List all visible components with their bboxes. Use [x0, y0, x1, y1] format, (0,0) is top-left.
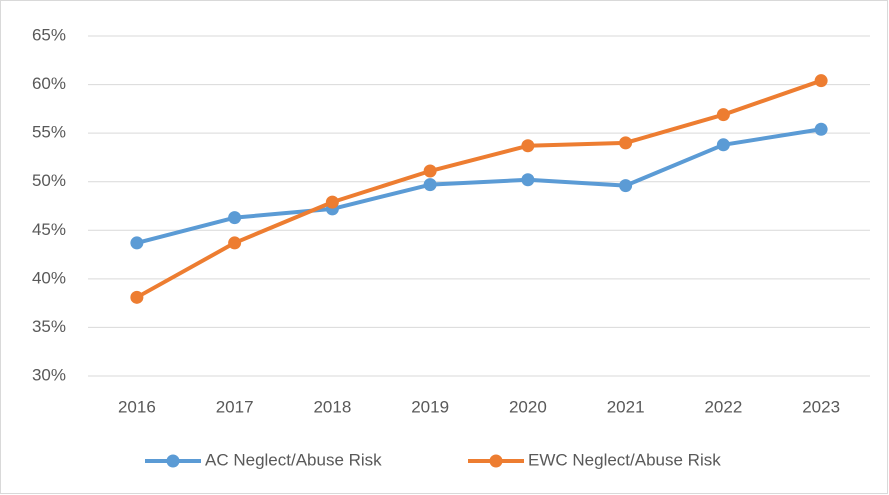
data-point: [814, 74, 828, 88]
y-tick-label: 30%: [32, 365, 66, 384]
y-tick-label: 65%: [32, 25, 66, 44]
y-tick-label: 35%: [32, 317, 66, 336]
legend-label: EWC Neglect/Abuse Risk: [528, 450, 721, 469]
data-point: [619, 179, 633, 193]
y-tick-label: 55%: [32, 123, 66, 142]
legend-marker: [166, 454, 180, 468]
x-tick-label: 2019: [411, 397, 449, 416]
data-point: [130, 290, 144, 304]
data-point: [423, 164, 437, 178]
x-tick-label: 2016: [118, 397, 156, 416]
y-tick-label: 50%: [32, 171, 66, 190]
y-tick-label: 40%: [32, 268, 66, 287]
legend-label: AC Neglect/Abuse Risk: [205, 450, 382, 469]
series-line: [136, 127, 822, 245]
x-tick-label: 2020: [509, 397, 547, 416]
data-point: [228, 211, 242, 225]
x-tick-label: 2018: [313, 397, 351, 416]
x-tick-label: 2017: [216, 397, 254, 416]
data-point: [325, 195, 339, 209]
y-tick-label: 60%: [32, 74, 66, 93]
x-tick-label: 2022: [704, 397, 742, 416]
series-line: [135, 78, 822, 300]
data-point: [423, 178, 437, 192]
data-point: [130, 236, 144, 250]
data-point: [619, 136, 633, 150]
data-point: [521, 173, 535, 187]
y-tick-label: 45%: [32, 220, 66, 239]
data-point: [716, 138, 730, 152]
data-point: [716, 108, 730, 122]
data-point: [228, 236, 242, 250]
x-tick-label: 2021: [607, 397, 645, 416]
data-point: [521, 139, 535, 153]
legend-marker: [489, 454, 503, 468]
data-point: [814, 122, 828, 136]
x-tick-label: 2023: [802, 397, 840, 416]
